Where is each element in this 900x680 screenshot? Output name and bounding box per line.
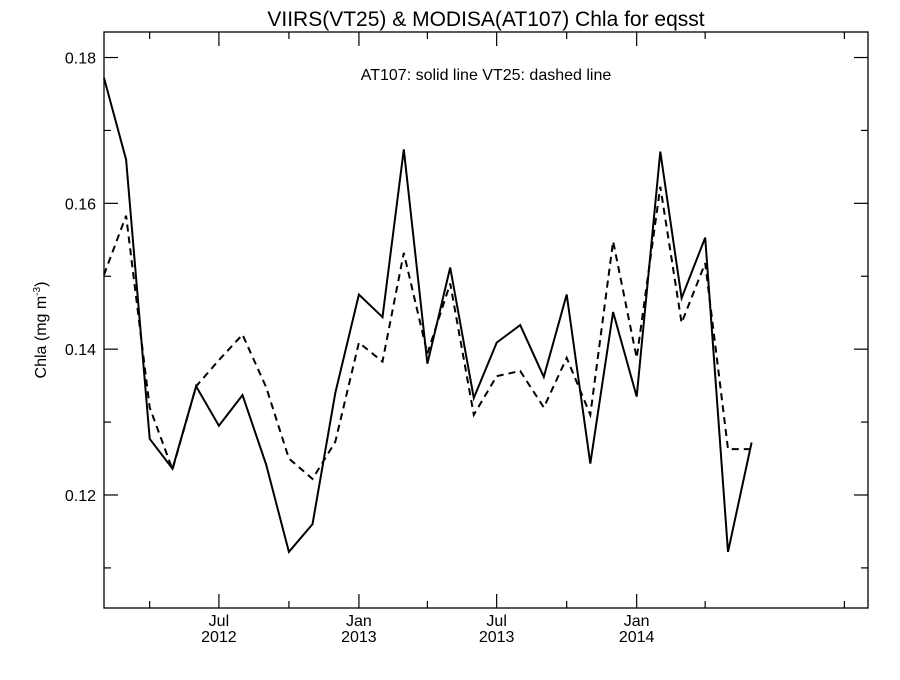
x-tick-label-month: Jan <box>624 613 650 630</box>
plot-marks: 0.120.140.160.18Jul2012Jan2013Jul2013Jan… <box>65 32 868 646</box>
y-tick-label: 0.14 <box>65 342 96 359</box>
x-tick-label-month: Jul <box>486 613 506 630</box>
y-axis-label-close: ) <box>33 282 50 287</box>
y-tick-label: 0.12 <box>65 488 96 505</box>
y-tick-label: 0.16 <box>65 196 96 213</box>
plot-frame <box>104 32 868 608</box>
x-tick-label-year: 2013 <box>479 629 515 646</box>
line-style-annotation: AT107: solid line VT25: dashed line <box>361 67 612 84</box>
y-axis-label: Chla (mg m-3) <box>32 282 50 379</box>
y-tick-label: 0.18 <box>65 51 96 68</box>
y-axis-label-main: Chla (mg m <box>33 296 50 379</box>
x-tick-label-month: Jul <box>209 613 229 630</box>
series-line-at107 <box>104 78 752 552</box>
x-tick-label-month: Jan <box>346 613 372 630</box>
x-tick-label-year: 2012 <box>201 629 237 646</box>
series-line-vt25 <box>104 187 752 479</box>
x-tick-label-year: 2013 <box>341 629 377 646</box>
x-tick-label-year: 2014 <box>619 629 655 646</box>
chart-title: VIIRS(VT25) & MODISA(AT107) Chla for eqs… <box>267 8 704 31</box>
